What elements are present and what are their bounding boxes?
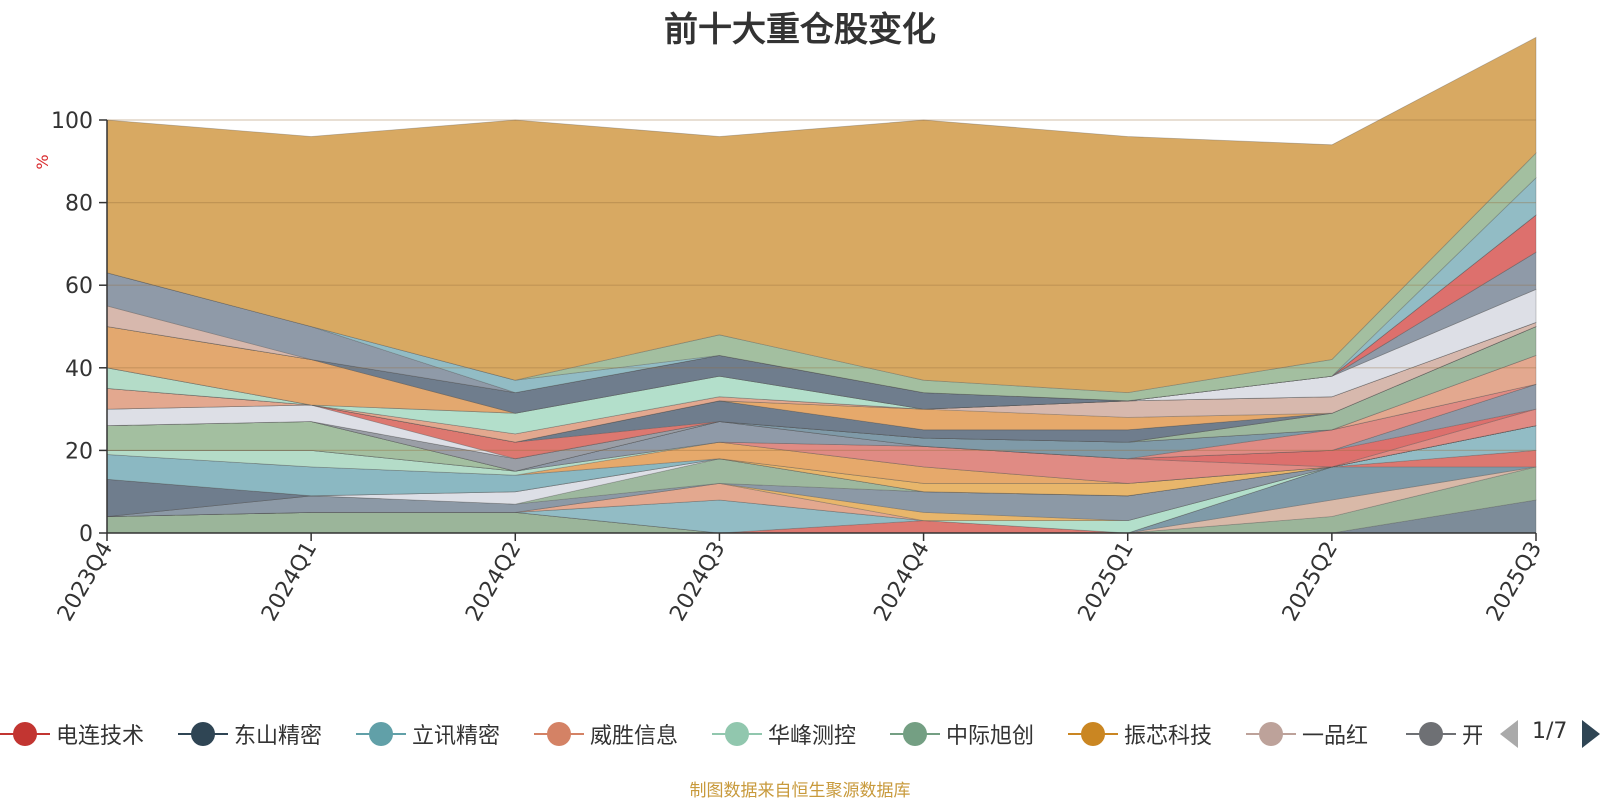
y-tick-label: 20	[65, 439, 93, 464]
x-tick-label: 2024Q2	[461, 538, 526, 626]
chart-title: 前十大重仓股变化	[664, 10, 936, 50]
legend-marker-icon	[0, 721, 50, 747]
legend-label: 一品红	[1302, 724, 1369, 749]
legend-label: 电连技术	[56, 724, 145, 749]
legend-item[interactable]: 振芯科技	[1068, 716, 1212, 752]
legend-label: 华峰测控	[768, 724, 857, 749]
legend-label: 立讯精密	[412, 724, 501, 749]
x-tick-label: 2024Q1	[257, 538, 322, 626]
legend-label: 中际旭创	[946, 724, 1035, 749]
y-tick-label: 40	[65, 357, 93, 382]
gridlines	[107, 119, 1536, 451]
y-tick-label: 80	[65, 192, 93, 217]
legend-marker-icon	[1406, 721, 1456, 747]
legend-item[interactable]: 威胜信息	[534, 716, 678, 752]
legend-marker-icon	[1246, 721, 1296, 747]
legend-label: 威胜信息	[590, 724, 679, 749]
legend-marker-icon	[1068, 721, 1118, 747]
legend-item[interactable]: 电连技术	[0, 716, 144, 752]
area-series-45[interactable]	[106, 36, 1537, 394]
x-axis: 2023Q4 2024Q1 2024Q2 2024Q3 2024Q4 2025Q1 2025…	[53, 532, 1547, 626]
legend-label: 开普云	[1462, 724, 1482, 749]
legend-marker-icon	[890, 721, 940, 747]
area-series-32[interactable]	[106, 321, 1537, 443]
y-tick-label: 60	[65, 274, 93, 299]
legend-item[interactable]: 一品红	[1246, 716, 1368, 752]
y-tick-label: 100	[51, 109, 93, 134]
legend-marker-icon	[178, 721, 228, 747]
x-tick-label: 2024Q4	[869, 538, 934, 626]
legend-marker-icon	[356, 721, 406, 747]
legend-item[interactable]: 立讯精密	[356, 716, 500, 752]
legend-marker-icon	[712, 721, 762, 747]
legend-item[interactable]: 开普云	[1406, 716, 1482, 752]
x-tick-label: 2025Q2	[1278, 538, 1343, 626]
x-tick-label: 2025Q3	[1482, 538, 1547, 626]
legend-prev-page-icon[interactable]	[1500, 720, 1518, 748]
legend-label: 振芯科技	[1124, 724, 1213, 749]
legend-label: 东山精密	[234, 724, 323, 749]
legend-next-page-icon[interactable]	[1582, 720, 1600, 748]
x-tick-label: 2023Q4	[53, 538, 118, 626]
stacked-areas	[106, 36, 1537, 534]
y-axis-unit: %	[33, 154, 52, 169]
legend-pager: 1/7	[1500, 716, 1600, 752]
legend-item[interactable]: 华峰测控	[712, 716, 856, 752]
data-source-note: 制图数据来自恒生聚源数据库	[689, 781, 911, 801]
y-axis: 0 20 40 60 80 100	[51, 109, 108, 547]
legend-item[interactable]: 中际旭创	[890, 716, 1034, 752]
area-series-5[interactable]	[106, 449, 1537, 534]
y-tick-label: 0	[79, 522, 93, 547]
legend-item[interactable]: 东山精密	[178, 716, 322, 752]
x-tick-label: 2025Q1	[1074, 538, 1139, 626]
legend-page-indicator: 1/7	[1532, 719, 1568, 744]
x-tick-label: 2024Q3	[665, 538, 730, 626]
legend: 电连技术 东山精密 立讯精密 威胜信息 华峰测控 中际旭创 振芯科技 一品红 开普云	[0, 716, 1482, 752]
legend-marker-icon	[534, 721, 584, 747]
